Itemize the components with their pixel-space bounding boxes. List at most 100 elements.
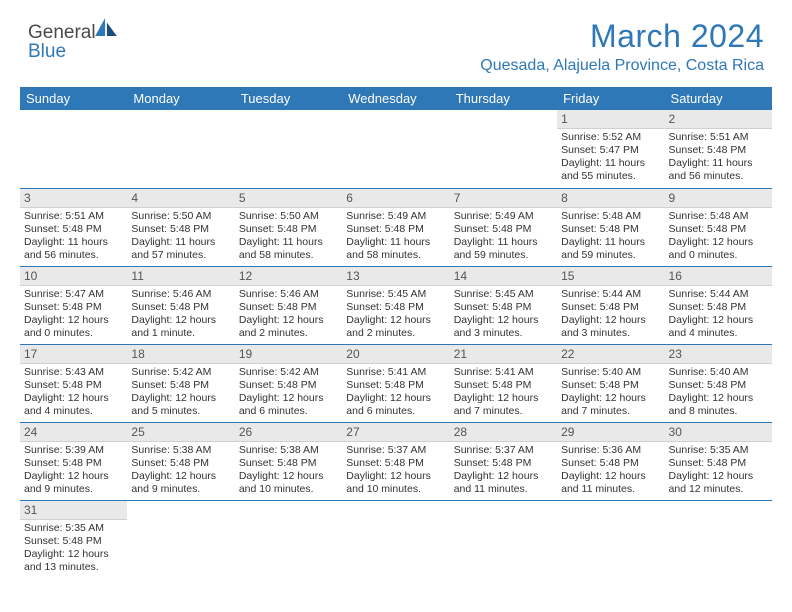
day-body: Sunrise: 5:45 AMSunset: 5:48 PMDaylight:… <box>342 286 449 344</box>
day-number: 12 <box>235 267 342 286</box>
day-number: 19 <box>235 345 342 364</box>
calendar-cell-empty <box>20 110 127 188</box>
calendar-cell: 6Sunrise: 5:49 AMSunset: 5:48 PMDaylight… <box>342 188 449 266</box>
day-number: 14 <box>450 267 557 286</box>
day-header: Tuesday <box>235 87 342 110</box>
day-number: 26 <box>235 423 342 442</box>
location: Quesada, Alajuela Province, Costa Rica <box>480 57 764 75</box>
header: GeneralBlue March 2024 Quesada, Alajuela… <box>0 0 792 81</box>
calendar-cell: 11Sunrise: 5:46 AMSunset: 5:48 PMDayligh… <box>127 266 234 344</box>
day-number: 16 <box>665 267 772 286</box>
day-number: 15 <box>557 267 664 286</box>
day-number: 28 <box>450 423 557 442</box>
calendar-cell: 2Sunrise: 5:51 AMSunset: 5:48 PMDaylight… <box>665 110 772 188</box>
day-header-row: SundayMondayTuesdayWednesdayThursdayFrid… <box>20 87 772 110</box>
day-header: Sunday <box>20 87 127 110</box>
day-body: Sunrise: 5:45 AMSunset: 5:48 PMDaylight:… <box>450 286 557 344</box>
day-number: 6 <box>342 189 449 208</box>
day-body: Sunrise: 5:39 AMSunset: 5:48 PMDaylight:… <box>20 442 127 500</box>
calendar-cell: 25Sunrise: 5:38 AMSunset: 5:48 PMDayligh… <box>127 422 234 500</box>
calendar-cell: 19Sunrise: 5:42 AMSunset: 5:48 PMDayligh… <box>235 344 342 422</box>
day-body: Sunrise: 5:37 AMSunset: 5:48 PMDaylight:… <box>450 442 557 500</box>
sail-icon <box>95 18 117 36</box>
calendar-cell: 18Sunrise: 5:42 AMSunset: 5:48 PMDayligh… <box>127 344 234 422</box>
calendar-cell: 16Sunrise: 5:44 AMSunset: 5:48 PMDayligh… <box>665 266 772 344</box>
calendar-cell: 26Sunrise: 5:38 AMSunset: 5:48 PMDayligh… <box>235 422 342 500</box>
day-number: 30 <box>665 423 772 442</box>
calendar-cell: 14Sunrise: 5:45 AMSunset: 5:48 PMDayligh… <box>450 266 557 344</box>
day-header: Monday <box>127 87 234 110</box>
day-number: 21 <box>450 345 557 364</box>
calendar-cell-empty <box>342 500 449 578</box>
day-body: Sunrise: 5:49 AMSunset: 5:48 PMDaylight:… <box>450 208 557 266</box>
calendar-cell: 28Sunrise: 5:37 AMSunset: 5:48 PMDayligh… <box>450 422 557 500</box>
calendar-cell: 27Sunrise: 5:37 AMSunset: 5:48 PMDayligh… <box>342 422 449 500</box>
day-number: 23 <box>665 345 772 364</box>
day-body: Sunrise: 5:48 AMSunset: 5:48 PMDaylight:… <box>665 208 772 266</box>
day-number: 7 <box>450 189 557 208</box>
logo-part2: Blue <box>28 41 66 62</box>
day-body: Sunrise: 5:40 AMSunset: 5:48 PMDaylight:… <box>665 364 772 422</box>
calendar-row: 17Sunrise: 5:43 AMSunset: 5:48 PMDayligh… <box>20 344 772 422</box>
logo-part1: Genera <box>28 22 91 43</box>
day-body: Sunrise: 5:44 AMSunset: 5:48 PMDaylight:… <box>665 286 772 344</box>
day-number: 13 <box>342 267 449 286</box>
calendar-cell: 9Sunrise: 5:48 AMSunset: 5:48 PMDaylight… <box>665 188 772 266</box>
day-number: 17 <box>20 345 127 364</box>
day-body: Sunrise: 5:38 AMSunset: 5:48 PMDaylight:… <box>127 442 234 500</box>
calendar-cell: 7Sunrise: 5:49 AMSunset: 5:48 PMDaylight… <box>450 188 557 266</box>
calendar-cell-empty <box>665 500 772 578</box>
day-header: Friday <box>557 87 664 110</box>
calendar-row: 1Sunrise: 5:52 AMSunset: 5:47 PMDaylight… <box>20 110 772 188</box>
day-number: 29 <box>557 423 664 442</box>
calendar-cell-empty <box>342 110 449 188</box>
day-body: Sunrise: 5:46 AMSunset: 5:48 PMDaylight:… <box>127 286 234 344</box>
day-body: Sunrise: 5:36 AMSunset: 5:48 PMDaylight:… <box>557 442 664 500</box>
day-number: 25 <box>127 423 234 442</box>
day-number: 24 <box>20 423 127 442</box>
day-number: 22 <box>557 345 664 364</box>
day-body: Sunrise: 5:35 AMSunset: 5:48 PMDaylight:… <box>665 442 772 500</box>
month-title: March 2024 <box>480 18 764 55</box>
day-body: Sunrise: 5:50 AMSunset: 5:48 PMDaylight:… <box>127 208 234 266</box>
calendar-row: 24Sunrise: 5:39 AMSunset: 5:48 PMDayligh… <box>20 422 772 500</box>
day-number: 1 <box>557 110 664 129</box>
calendar-cell-empty <box>557 500 664 578</box>
calendar-cell-empty <box>127 110 234 188</box>
day-header: Wednesday <box>342 87 449 110</box>
calendar-cell: 20Sunrise: 5:41 AMSunset: 5:48 PMDayligh… <box>342 344 449 422</box>
calendar-body: 1Sunrise: 5:52 AMSunset: 5:47 PMDaylight… <box>20 110 772 578</box>
day-body: Sunrise: 5:42 AMSunset: 5:48 PMDaylight:… <box>235 364 342 422</box>
day-header: Saturday <box>665 87 772 110</box>
calendar-cell: 13Sunrise: 5:45 AMSunset: 5:48 PMDayligh… <box>342 266 449 344</box>
calendar-cell-empty <box>450 500 557 578</box>
calendar-cell: 15Sunrise: 5:44 AMSunset: 5:48 PMDayligh… <box>557 266 664 344</box>
day-body: Sunrise: 5:47 AMSunset: 5:48 PMDaylight:… <box>20 286 127 344</box>
day-number: 20 <box>342 345 449 364</box>
calendar-cell: 12Sunrise: 5:46 AMSunset: 5:48 PMDayligh… <box>235 266 342 344</box>
day-body: Sunrise: 5:51 AMSunset: 5:48 PMDaylight:… <box>20 208 127 266</box>
day-number: 2 <box>665 110 772 129</box>
calendar-row: 10Sunrise: 5:47 AMSunset: 5:48 PMDayligh… <box>20 266 772 344</box>
title-block: March 2024 Quesada, Alajuela Province, C… <box>480 18 764 75</box>
day-body: Sunrise: 5:40 AMSunset: 5:48 PMDaylight:… <box>557 364 664 422</box>
calendar-table: SundayMondayTuesdayWednesdayThursdayFrid… <box>20 87 772 578</box>
calendar-cell: 23Sunrise: 5:40 AMSunset: 5:48 PMDayligh… <box>665 344 772 422</box>
day-number: 18 <box>127 345 234 364</box>
day-number: 31 <box>20 501 127 520</box>
day-body: Sunrise: 5:41 AMSunset: 5:48 PMDaylight:… <box>450 364 557 422</box>
calendar-cell: 8Sunrise: 5:48 AMSunset: 5:48 PMDaylight… <box>557 188 664 266</box>
calendar-cell: 3Sunrise: 5:51 AMSunset: 5:48 PMDaylight… <box>20 188 127 266</box>
day-number: 10 <box>20 267 127 286</box>
day-number: 5 <box>235 189 342 208</box>
day-body: Sunrise: 5:38 AMSunset: 5:48 PMDaylight:… <box>235 442 342 500</box>
day-body: Sunrise: 5:49 AMSunset: 5:48 PMDaylight:… <box>342 208 449 266</box>
calendar-row: 31Sunrise: 5:35 AMSunset: 5:48 PMDayligh… <box>20 500 772 578</box>
day-number: 8 <box>557 189 664 208</box>
calendar-cell: 17Sunrise: 5:43 AMSunset: 5:48 PMDayligh… <box>20 344 127 422</box>
day-header: Thursday <box>450 87 557 110</box>
day-body: Sunrise: 5:37 AMSunset: 5:48 PMDaylight:… <box>342 442 449 500</box>
day-body: Sunrise: 5:35 AMSunset: 5:48 PMDaylight:… <box>20 520 127 578</box>
logo-text: GeneralBlue <box>28 18 117 61</box>
day-body: Sunrise: 5:51 AMSunset: 5:48 PMDaylight:… <box>665 129 772 187</box>
